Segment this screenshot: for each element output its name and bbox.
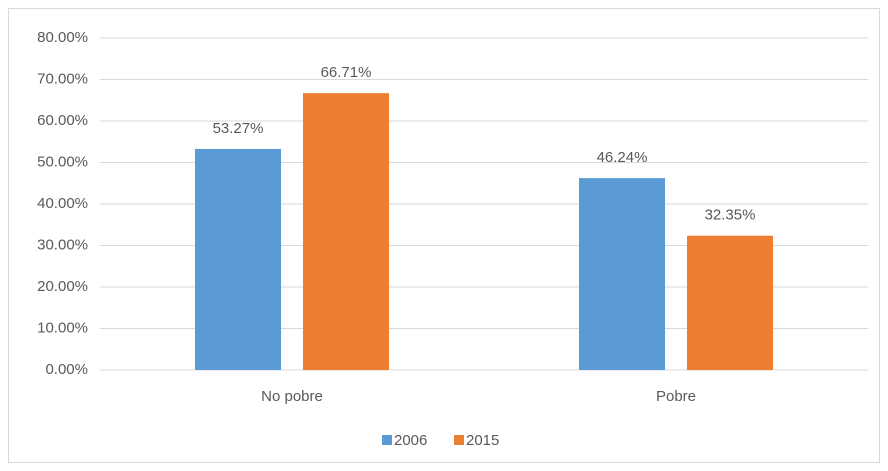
bar xyxy=(687,235,773,370)
y-tick-label: 80.00% xyxy=(37,29,88,46)
bar xyxy=(303,93,389,370)
bar xyxy=(579,178,665,370)
legend-swatch xyxy=(454,435,464,445)
data-label: 46.24% xyxy=(597,149,648,166)
x-tick-label: Pobre xyxy=(656,388,696,405)
data-label: 32.35% xyxy=(705,207,756,224)
legend-swatch xyxy=(382,435,392,445)
y-tick-label: 0.00% xyxy=(45,361,88,378)
data-label: 53.27% xyxy=(213,120,264,137)
y-tick-label: 10.00% xyxy=(37,319,88,336)
legend-label: 2015 xyxy=(466,432,499,449)
data-label: 66.71% xyxy=(321,64,372,81)
x-tick-label: No pobre xyxy=(261,388,323,405)
y-tick-label: 60.00% xyxy=(37,112,88,129)
y-tick-label: 20.00% xyxy=(37,278,88,295)
chart-border xyxy=(8,8,880,463)
y-tick-label: 30.00% xyxy=(37,236,88,253)
y-tick-label: 40.00% xyxy=(37,195,88,212)
legend-label: 2006 xyxy=(394,432,427,449)
bar xyxy=(195,148,281,370)
y-tick-label: 50.00% xyxy=(37,153,88,170)
y-tick-label: 70.00% xyxy=(37,70,88,87)
